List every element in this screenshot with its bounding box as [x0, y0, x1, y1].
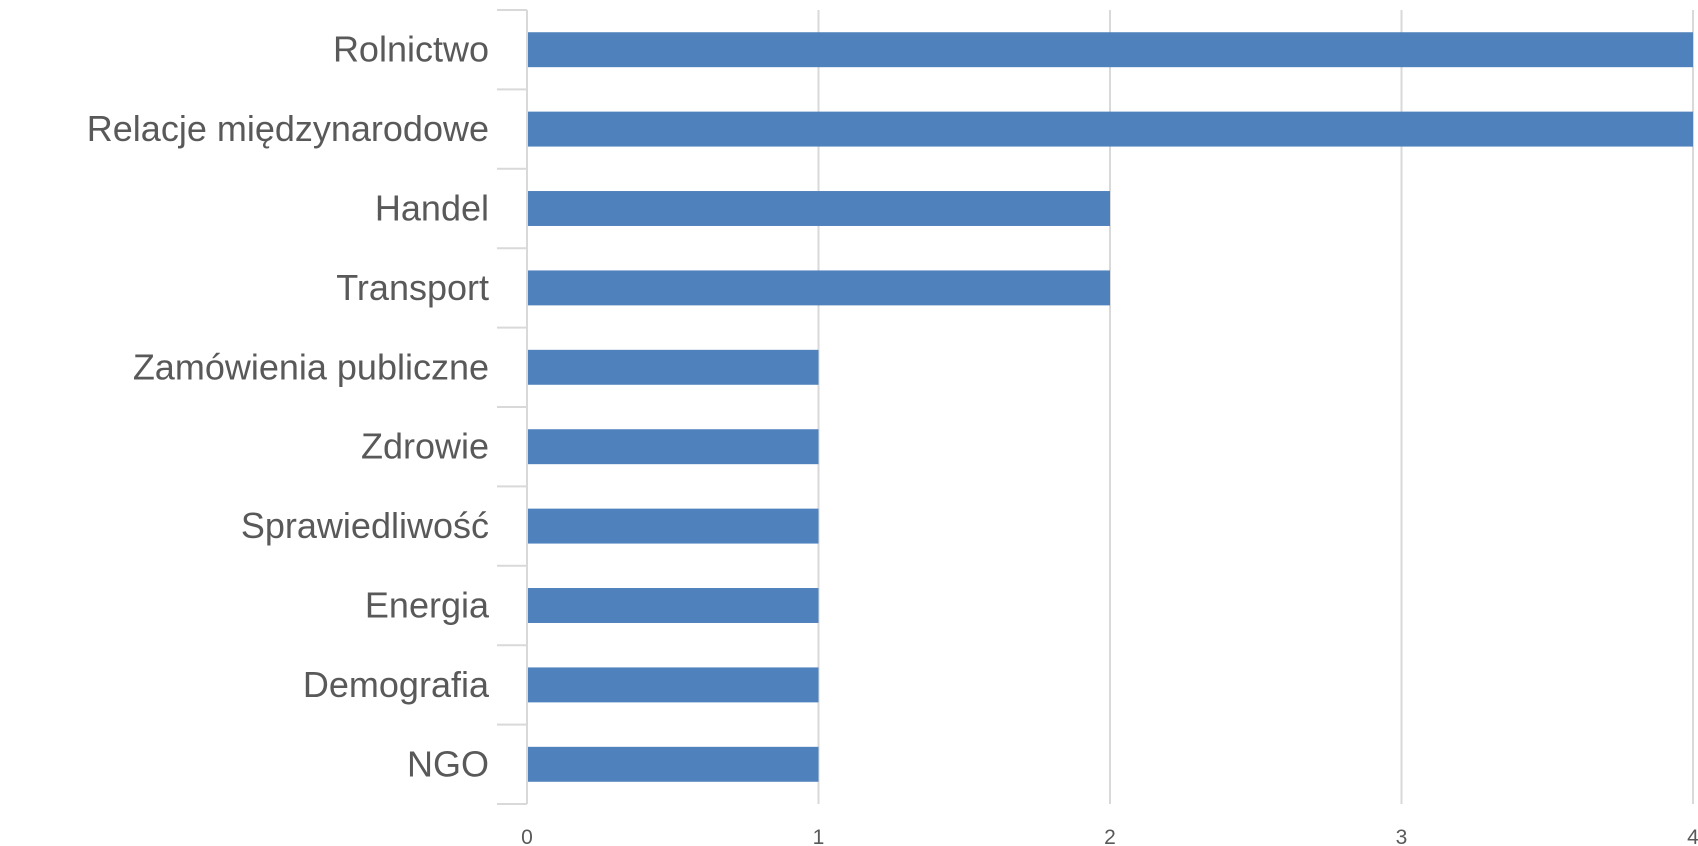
bars	[528, 32, 1693, 782]
category-label-4: Zamówienia publiczne	[133, 346, 489, 387]
category-label-5: Zdrowie	[361, 426, 489, 467]
bar-7	[528, 588, 819, 623]
category-label-9: NGO	[407, 743, 489, 784]
bar-8	[528, 667, 819, 703]
bar-6	[528, 508, 819, 544]
bar-0	[528, 32, 1693, 68]
value-axis-labels: 0 1 2 3 4	[521, 826, 1698, 846]
x-tick-label-0: 0	[521, 826, 533, 846]
category-label-1: Relacje międzynarodowe	[87, 108, 489, 149]
x-tick-label-3: 3	[1396, 826, 1408, 846]
bar-5	[528, 429, 819, 465]
bar-2	[528, 191, 1110, 226]
bar-9	[528, 746, 819, 782]
category-label-8: Demografia	[303, 664, 490, 705]
category-label-6: Sprawiedliwość	[241, 505, 489, 546]
bar-3	[528, 270, 1110, 306]
bar-1	[528, 111, 1693, 147]
x-tick-label-1: 1	[813, 826, 825, 846]
category-axis	[497, 9, 528, 805]
x-tick-label-2: 2	[1104, 826, 1116, 846]
category-label-2: Handel	[375, 188, 489, 229]
category-label-0: Rolnictwo	[333, 29, 489, 70]
bar-4	[528, 349, 819, 385]
x-tick-label-4: 4	[1687, 826, 1698, 846]
category-label-3: Transport	[336, 267, 489, 308]
category-labels: Rolnictwo Relacje międzynarodowe Handel Tra…	[87, 29, 490, 785]
category-label-7: Energia	[365, 585, 490, 626]
